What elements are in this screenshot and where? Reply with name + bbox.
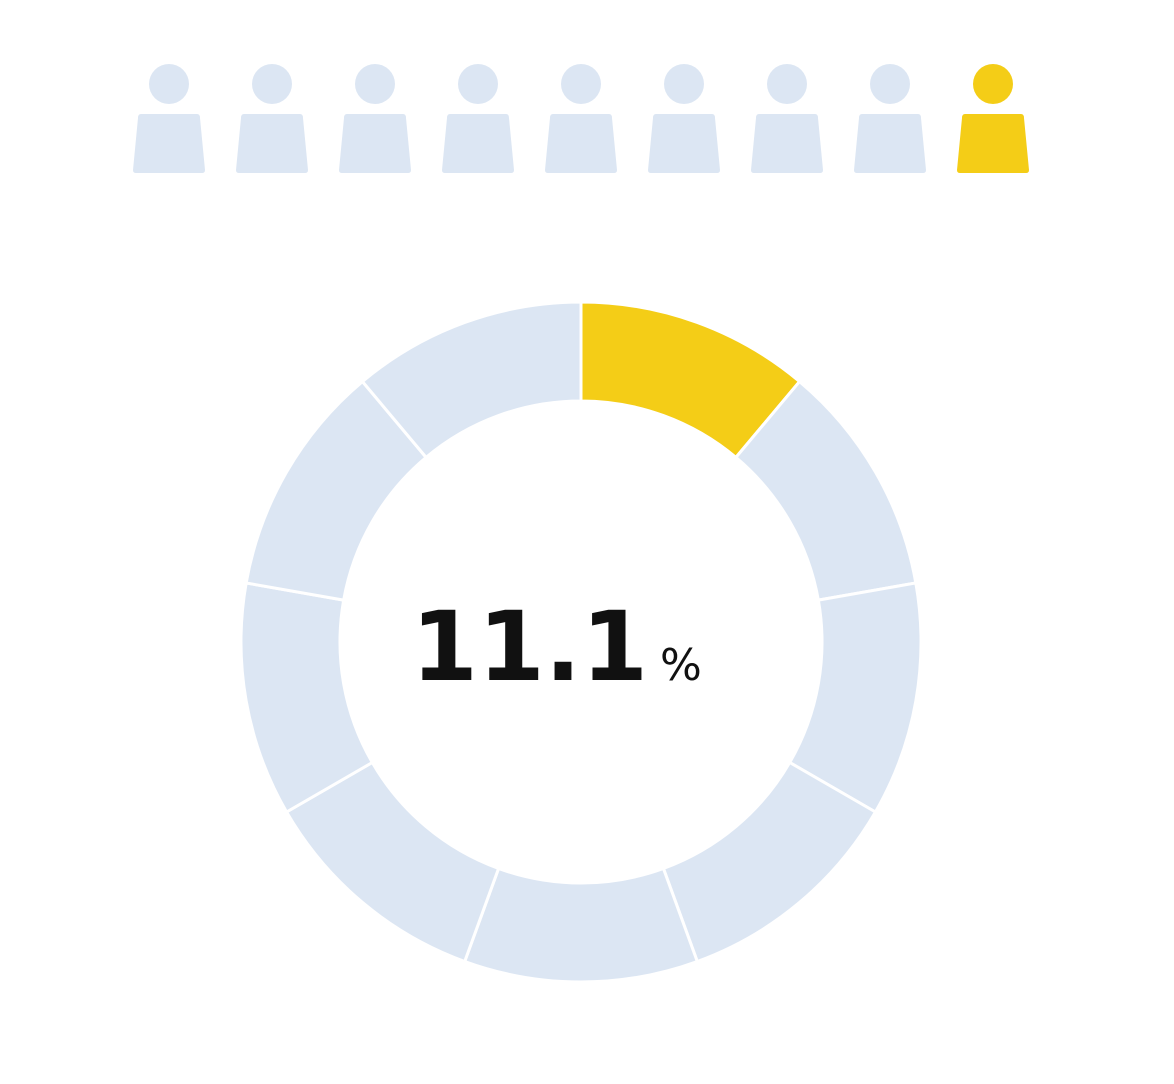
person-head <box>252 64 292 104</box>
donut-segment <box>462 866 700 984</box>
person-body <box>957 114 1029 173</box>
person-head <box>664 64 704 104</box>
person-icon <box>648 64 720 173</box>
person-head <box>973 64 1013 104</box>
person-head <box>149 64 189 104</box>
person-body <box>751 114 823 173</box>
person-body <box>442 114 514 173</box>
person-icon <box>957 64 1029 173</box>
person-icon <box>854 64 926 173</box>
person-body <box>236 114 308 173</box>
person-body <box>854 114 926 173</box>
person-head <box>458 64 498 104</box>
center-unit: % <box>660 640 702 691</box>
person-head <box>355 64 395 104</box>
person-icon <box>442 64 514 173</box>
person-icon <box>236 64 308 173</box>
person-body <box>133 114 205 173</box>
person-icon <box>751 64 823 173</box>
center-value: 11.1 <box>411 591 648 703</box>
person-body <box>545 114 617 173</box>
person-head <box>767 64 807 104</box>
person-head <box>561 64 601 104</box>
person-icon <box>339 64 411 173</box>
person-body <box>339 114 411 173</box>
person-icon <box>133 64 205 173</box>
person-head <box>870 64 910 104</box>
person-body <box>648 114 720 173</box>
person-icon <box>545 64 617 173</box>
donut <box>239 300 923 984</box>
donut-segment <box>360 300 583 460</box>
donut-segment <box>661 760 878 964</box>
